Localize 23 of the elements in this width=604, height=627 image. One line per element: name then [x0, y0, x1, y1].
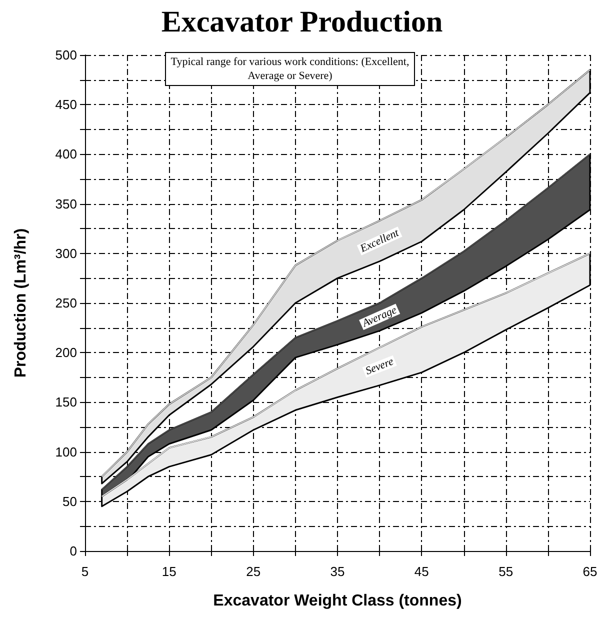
chart-title: Excavator Production — [161, 6, 443, 38]
y-tick-label: 400 — [55, 146, 77, 162]
y-tick-label: 50 — [62, 494, 77, 509]
x-tick-label: 5 — [81, 564, 89, 579]
y-tick-label: 200 — [55, 345, 77, 360]
y-tick-label: 300 — [55, 246, 77, 261]
x-axis-title: Excavator Weight Class (tonnes) — [213, 592, 462, 610]
y-tick-label: 500 — [55, 48, 77, 62]
x-tick-label: 15 — [162, 564, 176, 579]
x-tick-label: 35 — [330, 564, 345, 579]
y-tick-label: 150 — [55, 394, 77, 410]
y-tick-label: 350 — [55, 196, 77, 212]
note-box: Typical range for various work conditions: (Excellent, Average or Severe) — [165, 52, 415, 86]
y-tick-label: 250 — [55, 296, 77, 310]
x-tick-label: 45 — [414, 564, 429, 579]
y-tick-label: 100 — [55, 444, 77, 460]
y-axis-title: Production (Lm³/hr) — [12, 228, 30, 378]
y-tick-label: 450 — [55, 97, 77, 112]
x-tick-label: 55 — [498, 564, 514, 579]
text: Severe — [364, 356, 396, 378]
x-tick-label: 25 — [246, 564, 261, 579]
y-tick-label: 0 — [70, 544, 77, 558]
x-tick-label: 65 — [582, 564, 598, 579]
